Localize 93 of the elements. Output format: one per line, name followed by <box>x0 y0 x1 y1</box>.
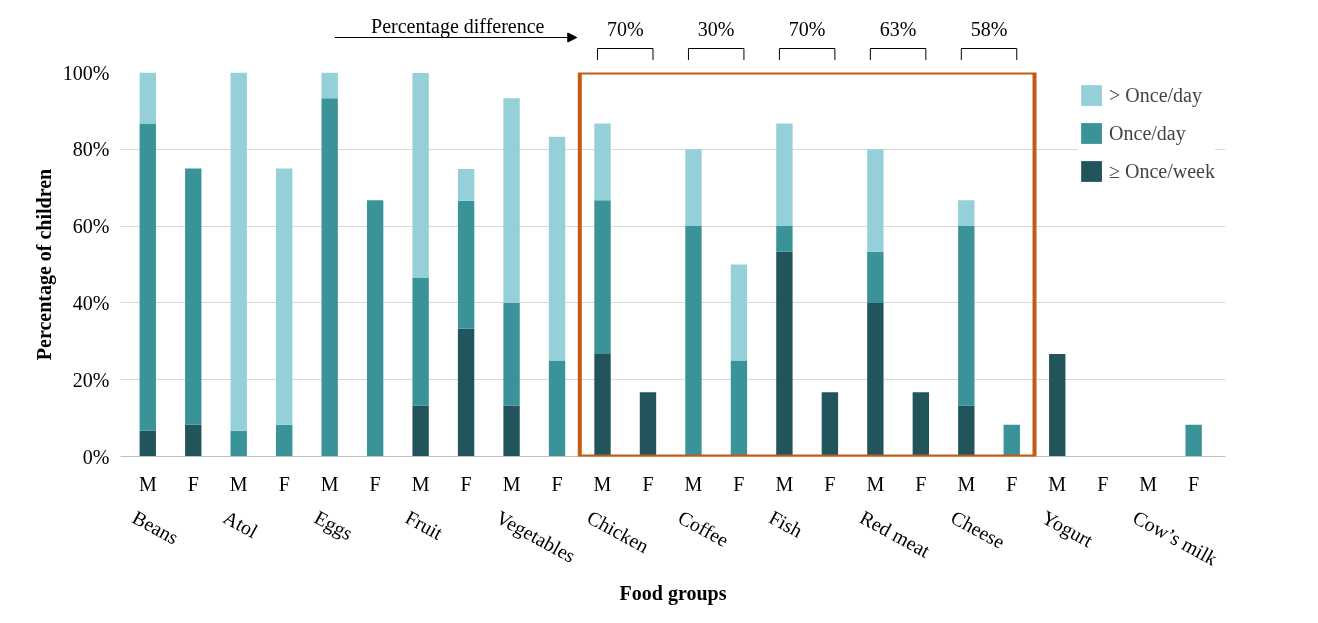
bar <box>457 168 475 201</box>
x-tick-label: M <box>593 472 612 495</box>
bar <box>639 392 657 457</box>
x-tick-label: F <box>824 472 836 495</box>
bar <box>548 136 566 361</box>
y-tick-label: 100% <box>62 61 110 84</box>
text: 30% <box>697 17 735 40</box>
bar <box>139 430 156 457</box>
bar <box>230 72 247 431</box>
bar <box>139 72 156 124</box>
y-tick-label: 60% <box>72 215 110 238</box>
bar <box>1049 353 1066 457</box>
x-tick-label: M <box>866 472 885 495</box>
text: 70% <box>788 17 826 40</box>
x-tick-label: M <box>138 472 157 495</box>
x-tick-label: M <box>502 472 521 495</box>
text: 63% <box>879 17 917 40</box>
x-tick-label: F <box>1097 472 1109 495</box>
bar <box>776 226 793 252</box>
bar <box>867 149 884 252</box>
y-tick-label: 20% <box>72 368 110 391</box>
bar <box>276 168 293 425</box>
text: Fish <box>765 505 807 542</box>
x-tick-label: F <box>642 472 654 495</box>
bar <box>503 405 520 457</box>
bar <box>548 360 566 457</box>
y-axis-title: Percentage of children <box>32 168 56 361</box>
bar <box>366 200 384 457</box>
y-tick-label: 40% <box>72 291 110 314</box>
legend-label: > Once/day <box>1109 83 1202 107</box>
bar <box>321 98 338 457</box>
y-tick-label: 80% <box>72 138 110 161</box>
bar <box>457 328 475 457</box>
bar <box>412 405 429 457</box>
bar <box>958 405 975 457</box>
bar <box>730 360 748 457</box>
bar <box>594 123 611 201</box>
bar <box>594 353 611 457</box>
x-tick-label: F <box>278 472 290 495</box>
bar <box>776 123 793 227</box>
bar <box>412 72 429 278</box>
x-tick-label: M <box>411 472 430 495</box>
x-axis-title: Food groups <box>619 581 727 605</box>
x-tick-label: M <box>684 472 703 495</box>
text: 70% <box>606 17 644 40</box>
bar <box>503 302 520 406</box>
bar <box>1185 424 1202 457</box>
bar <box>139 123 156 431</box>
bar <box>912 392 930 457</box>
bar <box>412 277 429 406</box>
text: Fruit <box>401 505 447 545</box>
bar <box>1003 424 1020 457</box>
bar <box>776 251 793 457</box>
x-tick-label: F <box>733 472 745 495</box>
x-tick-label: F <box>551 472 563 495</box>
bar <box>958 200 975 227</box>
bar <box>685 149 702 227</box>
x-tick-label: F <box>1188 472 1200 495</box>
bar <box>867 251 884 303</box>
bar <box>503 98 520 303</box>
bar <box>685 226 702 457</box>
x-tick-label: M <box>320 472 339 495</box>
bar <box>185 168 202 425</box>
x-tick-label: M <box>1048 472 1067 495</box>
text: Cow’s milk <box>1129 505 1222 570</box>
x-tick-label: F <box>187 472 199 495</box>
bar <box>457 200 475 329</box>
legend-label: ≥ Once/week <box>1109 159 1215 183</box>
text: Atol <box>219 505 262 543</box>
x-tick-label: F <box>1006 472 1018 495</box>
bar <box>594 200 611 354</box>
bar <box>185 424 202 457</box>
x-tick-label: M <box>775 472 794 495</box>
bar <box>958 226 975 406</box>
bar <box>730 264 748 361</box>
x-tick-label: M <box>1139 472 1158 495</box>
bar <box>230 430 247 457</box>
text: Eggs <box>310 505 357 546</box>
y-tick-label: 0% <box>82 445 110 468</box>
bar <box>321 72 338 99</box>
x-tick-label: M <box>229 472 248 495</box>
x-tick-label: F <box>915 472 927 495</box>
legend-label: Once/day <box>1109 121 1186 145</box>
bar <box>821 392 839 457</box>
text: Red meat <box>856 505 935 562</box>
text: Beans <box>128 505 183 549</box>
text: 58% <box>970 17 1008 40</box>
bar <box>867 302 884 457</box>
text: Percentage difference <box>371 14 545 38</box>
x-tick-label: F <box>369 472 381 495</box>
x-tick-label: M <box>957 472 976 495</box>
x-tick-label: F <box>460 472 472 495</box>
bar <box>276 424 293 457</box>
